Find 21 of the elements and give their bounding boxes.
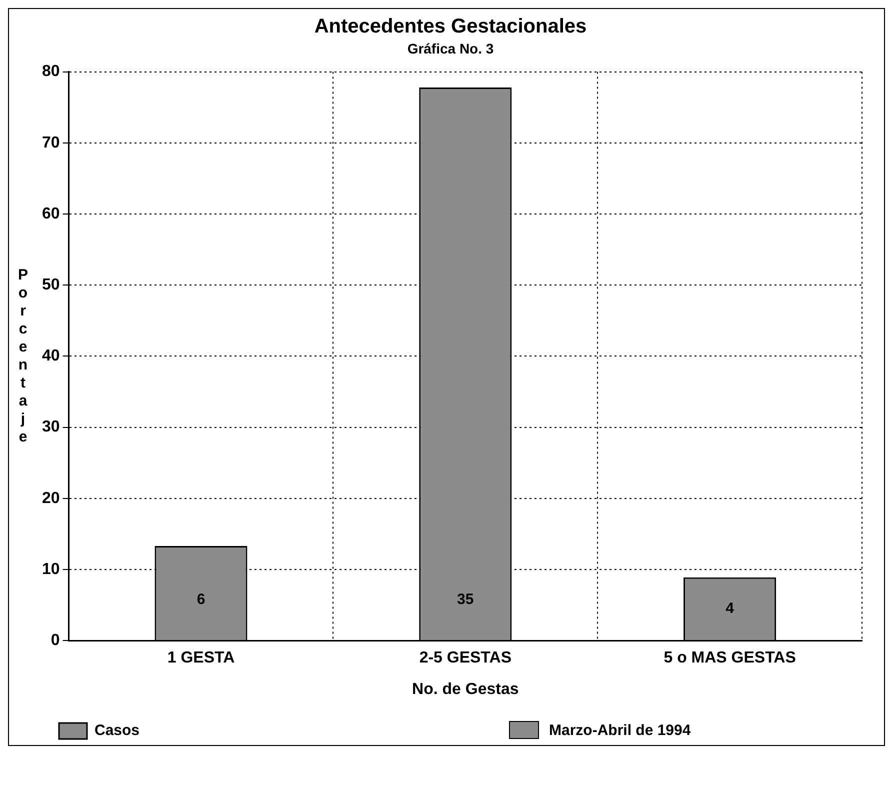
x-tick-label: 5 o MAS GESTAS (664, 650, 796, 667)
annotation: 35 (457, 591, 474, 608)
y-tick-label: 20 (42, 490, 60, 507)
y-tick-label: 40 (42, 348, 60, 365)
chart-title: Antecedentes Gestacionales (314, 16, 587, 38)
x-tick-label: 1 GESTA (167, 650, 236, 667)
annotation: 4 (726, 600, 735, 617)
text: Marzo-Abril de 1994 (549, 722, 691, 738)
legend-label: Casos (94, 722, 140, 740)
y-tick-label: 70 (42, 134, 60, 152)
text: Porcentaje (18, 266, 28, 446)
y-tick-label: 30 (42, 418, 60, 436)
y-tick-label: 10 (42, 560, 60, 578)
x-axis-title: No. de Gestas (412, 680, 519, 698)
chart-subtitle: Gráfica No. 3 (407, 40, 494, 56)
annotation: 6 (196, 591, 206, 608)
x-tick-label: 2-5 GESTAS (419, 650, 512, 667)
y-tick-label: 50 (42, 276, 60, 294)
y-tick-label: 80 (42, 63, 60, 80)
y-tick-label: 0 (50, 632, 60, 650)
y-tick-label: 60 (42, 205, 60, 222)
